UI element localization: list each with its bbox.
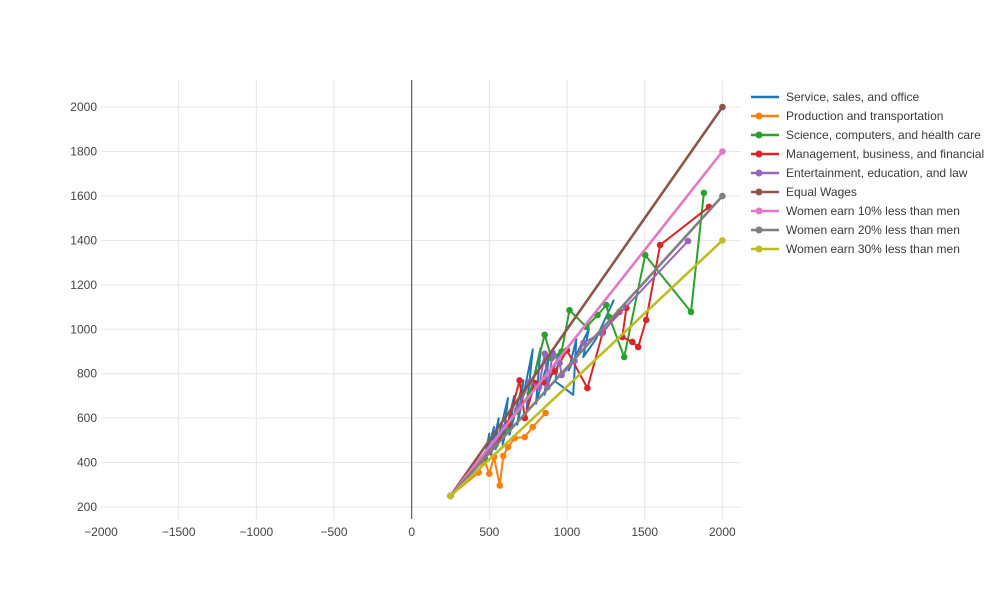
legend-item-label: Women earn 10% less than men [786, 203, 960, 218]
series-marker-3 [656, 241, 664, 249]
series-marker-2 [541, 331, 548, 339]
legend-item-label: Women earn 20% less than men [786, 222, 960, 237]
series-marker-3 [642, 316, 650, 324]
y-tick-label: 400 [77, 456, 97, 470]
legend-item-5[interactable]: Equal Wages [750, 182, 984, 201]
legend-item-2[interactable]: Science, computers, and health care [750, 125, 984, 144]
y-tick-label: 1800 [70, 145, 97, 159]
series-marker-8 [719, 237, 726, 244]
x-tick-label: 500 [479, 525, 499, 539]
legend-item-3[interactable]: Management, business, and financial [750, 144, 984, 163]
legend-swatch [751, 150, 779, 157]
legend-item-7[interactable]: Women earn 20% less than men [750, 220, 984, 239]
legend-item-label: Equal Wages [786, 184, 857, 199]
legend-item-label: Entertainment, education, and law [786, 165, 968, 180]
series-marker-1 [521, 433, 529, 441]
series-marker-4 [541, 350, 548, 358]
legend-swatch [751, 112, 779, 119]
legend-item-label: Women earn 30% less than men [786, 241, 960, 256]
y-tick-label: 200 [77, 500, 97, 514]
y-tick-label: 800 [77, 367, 97, 381]
legend-swatch-marker [755, 245, 763, 252]
series-marker-1 [500, 452, 507, 460]
legend-swatch [751, 207, 779, 214]
series-line-7 [449, 194, 724, 498]
legend-swatch [751, 188, 779, 195]
series-marker-2 [687, 308, 695, 316]
series-marker-4 [580, 339, 587, 347]
legend-item-label: Production and transportation [786, 108, 944, 123]
legend-swatch-marker [755, 188, 763, 195]
series-marker-1 [496, 482, 504, 489]
y-tick-label: 1400 [70, 233, 97, 247]
legend-swatch [751, 169, 779, 176]
legend-swatch [751, 95, 779, 98]
legend-item-8[interactable]: Women earn 30% less than men [750, 239, 984, 258]
legend-swatch-marker [755, 150, 763, 157]
legend-item-4[interactable]: Entertainment, education, and law [750, 163, 984, 182]
legend-item-6[interactable]: Women earn 10% less than men [750, 201, 984, 220]
legend: Service, sales, and office Production and… [750, 87, 984, 258]
y-tick-label: 1600 [70, 189, 97, 203]
series-marker-3 [584, 384, 591, 392]
legend-item-label: Service, sales, and office [786, 89, 920, 104]
legend-swatch-marker [755, 226, 763, 233]
x-tick-label: −500 [320, 525, 347, 539]
legend-swatch-marker [755, 169, 763, 176]
x-tick-label: 1500 [631, 525, 658, 539]
x-tick-label: 0 [408, 525, 415, 539]
legend-item-1[interactable]: Production and transportation [750, 106, 984, 125]
series-marker-2 [700, 189, 708, 197]
legend-swatch-marker [755, 131, 763, 138]
series-marker-2 [620, 353, 628, 361]
legend-swatch [751, 131, 779, 138]
legend-swatch [751, 226, 779, 233]
series-marker-8 [447, 492, 454, 500]
series-marker-5 [719, 103, 726, 111]
series-marker-1 [504, 443, 512, 451]
series-marker-1 [542, 409, 549, 417]
x-tick-label: −1500 [162, 525, 196, 539]
x-tick-label: −2000 [84, 525, 118, 539]
series-line-8 [449, 239, 724, 498]
series-marker-3 [629, 338, 636, 346]
x-tick-label: 2000 [709, 525, 736, 539]
legend-swatch-marker [755, 207, 763, 214]
series-marker-1 [486, 470, 493, 478]
y-tick-label: 1000 [70, 322, 97, 336]
legend-swatch-marker [755, 112, 763, 119]
legend-item-label: Management, business, and financial [786, 146, 985, 161]
y-tick-label: 600 [77, 411, 97, 425]
series-marker-1 [529, 423, 536, 431]
legend-item-0[interactable]: Service, sales, and office [750, 87, 984, 106]
legend-swatch [751, 245, 779, 252]
legend-item-label: Science, computers, and health care [786, 127, 981, 142]
series-marker-7 [719, 192, 726, 200]
series-line-5 [449, 105, 724, 498]
y-tick-label: 1200 [70, 278, 97, 292]
series-marker-4 [684, 237, 692, 245]
x-tick-label: −1000 [239, 525, 273, 539]
x-tick-label: 1000 [554, 525, 581, 539]
series-marker-3 [516, 377, 523, 384]
series-marker-3 [634, 343, 642, 351]
series-marker-6 [719, 148, 726, 155]
y-tick-label: 2000 [70, 100, 97, 114]
series-marker-2 [566, 306, 573, 314]
series-line-6 [449, 150, 724, 498]
series-marker-3 [551, 368, 558, 375]
series-marker-2 [603, 301, 610, 309]
